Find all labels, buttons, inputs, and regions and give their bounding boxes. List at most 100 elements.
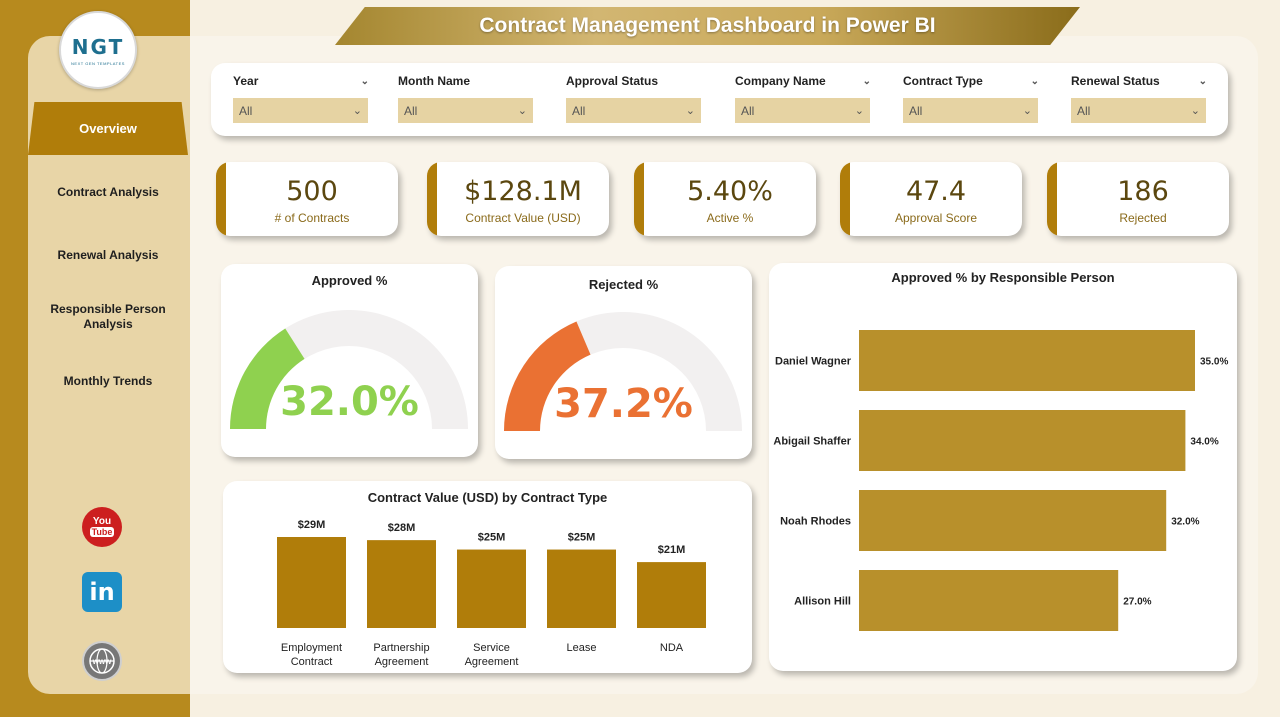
linkedin-icon[interactable]: in (82, 572, 122, 612)
filter-month-select[interactable]: All ⌄ (398, 98, 533, 123)
data-label: 27.0% (1123, 597, 1151, 608)
logo: NGT NEXT GEN TEMPLATES (59, 11, 137, 89)
chart-title: Approved % by Responsible Person (891, 270, 1115, 285)
kpi-value: $128.1M (464, 176, 582, 207)
filter-year-select[interactable]: All ⌄ (233, 98, 368, 123)
youtube-icon[interactable]: You Tube (82, 507, 122, 547)
bar (637, 562, 706, 628)
globe-icon-graphic: www (89, 648, 115, 674)
bar (859, 330, 1195, 391)
filter-value: All (909, 103, 923, 118)
filter-renewal-select[interactable]: All ⌄ (1071, 98, 1206, 123)
chevron-down-icon: ⌄ (1190, 105, 1200, 117)
gauge-rejected-card: Rejected % 37.2% (495, 266, 752, 459)
data-label: $29M (298, 519, 326, 531)
globe-icon-text: www (92, 657, 112, 666)
filter-bar: Year ⌄ All ⌄ Month Name All ⌄ Approval Stat… (211, 63, 1228, 136)
nav-item-responsible-person-analysis[interactable]: Responsible Person Analysis (50, 302, 166, 331)
logo-mark: NGT (71, 34, 125, 59)
filter-label: Contract Type (903, 74, 983, 88)
filter-approval-select[interactable]: All ⌄ (566, 98, 701, 123)
kpi-value: 186 (1117, 176, 1169, 207)
bar (859, 570, 1119, 631)
filter-label: Company Name (735, 74, 826, 88)
responsible-person-chart-card: Approved % by Responsible Person Daniel … (769, 263, 1237, 671)
linkedin-icon-text: in (89, 578, 115, 606)
globe-icon[interactable]: www (82, 641, 122, 681)
kpi-label: Active % (706, 211, 754, 225)
nav-item-contract-analysis[interactable]: Contract Analysis (57, 185, 159, 199)
kpi-card-contracts: 500 # of Contracts (216, 162, 398, 236)
bar (277, 537, 346, 628)
chevron-down-icon[interactable]: ⌄ (1030, 75, 1039, 87)
gauge-rejected-title: Rejected % (588, 277, 659, 292)
category-label: Lease (567, 642, 597, 654)
logo-subtitle: NEXT GEN TEMPLATES (71, 60, 125, 66)
contract-type-chart-card: Contract Value (USD) by Contract Type $2… (223, 481, 752, 673)
category-label: Partnership (373, 642, 429, 654)
kpi-label: # of Contracts (274, 211, 350, 225)
filter-month-name: Month Name All ⌄ (398, 73, 538, 123)
category-label: Service (473, 642, 510, 654)
filter-value: All (239, 103, 253, 118)
data-label: 32.0% (1171, 517, 1199, 528)
data-label: $21M (658, 544, 686, 556)
youtube-icon-text: You (92, 516, 112, 527)
bar (457, 549, 526, 628)
filter-renewal-status: Renewal Status ⌄ All ⌄ (1071, 73, 1211, 123)
bar (859, 410, 1186, 471)
gauge-approved-card: Approved % 32.0% (221, 264, 478, 457)
chevron-down-icon[interactable]: ⌄ (360, 75, 369, 87)
category-label: NDA (660, 642, 684, 654)
filter-approval-status: Approval Status All ⌄ (566, 73, 706, 123)
category-label: Employment (281, 642, 342, 654)
chevron-down-icon: ⌄ (1022, 105, 1032, 117)
kpi-value: 47.4 (905, 176, 967, 207)
filter-contract-type-select[interactable]: All ⌄ (903, 98, 1038, 123)
data-label: 34.0% (1190, 437, 1218, 448)
contract-type-bar-chart: $29M Employment Contract $28M Partnership Agr… (277, 519, 706, 668)
category-label: Daniel Wagner (775, 356, 852, 368)
filter-value: All (572, 103, 586, 118)
chart-title: Contract Value (USD) by Contract Type (367, 490, 608, 505)
filter-value: All (1077, 103, 1091, 118)
kpi-label: Contract Value (USD) (465, 211, 581, 225)
data-label: $25M (478, 532, 506, 544)
kpi-value: 500 (286, 176, 338, 207)
title-banner: Contract Management Dashboard in Power B… (335, 7, 1080, 45)
gauge-approved-title: Approved % (311, 273, 388, 288)
filter-label: Month Name (398, 74, 470, 88)
category-label: Abigail Shaffer (773, 436, 851, 448)
filter-label: Approval Status (566, 74, 659, 88)
chevron-down-icon: ⌄ (352, 105, 362, 117)
filter-company-select[interactable]: All ⌄ (735, 98, 870, 123)
nav-item-monthly-trends[interactable]: Monthly Trends (63, 374, 153, 388)
gauge-fill (504, 321, 591, 431)
chevron-down-icon[interactable]: ⌄ (1198, 75, 1207, 87)
category-label: Agreement (375, 656, 429, 668)
gauge-approved-svg (230, 310, 468, 429)
category-label: Contract (291, 656, 333, 668)
data-label: $28M (388, 522, 416, 534)
filter-value: All (741, 103, 755, 118)
category-label: Allison Hill (794, 596, 851, 608)
chevron-down-icon: ⌄ (854, 105, 864, 117)
bar (547, 549, 616, 628)
nav-item-renewal-analysis[interactable]: Renewal Analysis (57, 248, 159, 262)
kpi-card-contract-value: $128.1M Contract Value (USD) (427, 162, 609, 236)
gauge-rejected-value: 37.2% (554, 381, 693, 427)
filter-company-name: Company Name ⌄ All ⌄ (735, 73, 875, 123)
kpi-value: 5.40% (687, 176, 773, 207)
kpi-card-active: 5.40% Active % (634, 162, 816, 236)
page-title: Contract Management Dashboard in Power B… (479, 14, 936, 37)
nav-item-overview[interactable]: Overview (28, 102, 188, 155)
gauge-rejected-svg (504, 312, 742, 431)
filter-label: Year (233, 74, 259, 88)
category-label: Agreement (465, 656, 519, 668)
filter-contract-type: Contract Type ⌄ All ⌄ (903, 73, 1043, 123)
chevron-down-icon: ⌄ (685, 105, 695, 117)
gauge-approved-value: 32.0% (280, 379, 419, 425)
chevron-down-icon[interactable]: ⌄ (862, 75, 871, 87)
bar (367, 540, 436, 628)
data-label: $25M (568, 532, 596, 544)
